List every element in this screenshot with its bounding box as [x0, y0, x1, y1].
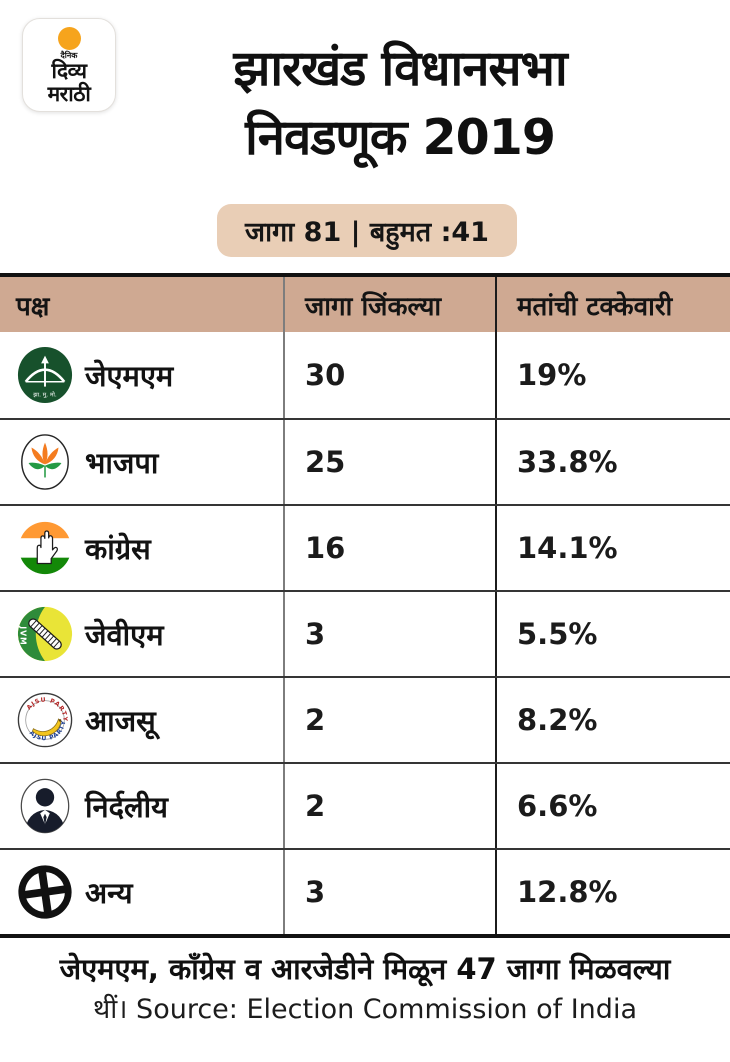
seats-majority-badge: जागा 81 | बहुमत :41 [217, 204, 517, 257]
table-header-row: पक्ष जागा जिंकल्या मतांची टक्केवारी [0, 277, 730, 332]
party-name: निर्दलीय [85, 789, 168, 824]
seats-won: 3 [305, 875, 326, 909]
seats-won: 2 [305, 789, 326, 823]
title-line2: निवडणूक 2019 [245, 109, 556, 166]
vote-share: 5.5% [517, 617, 598, 651]
column-header-vote-share: मतांची टक्केवारी [495, 277, 730, 332]
footer: जेएमएम, काँग्रेस व आरजेडीने मिळून 47 जाग… [0, 948, 730, 1030]
seats-won: 30 [305, 358, 346, 392]
svg-text:JVM: JVM [18, 625, 27, 645]
independent-person-icon [16, 777, 74, 835]
title-line1: झारखंड विधानसभा [233, 40, 567, 97]
party-name: जेवीएम [85, 617, 164, 652]
table-row: भाजपा 25 33.8% [0, 418, 730, 504]
vote-share: 33.8% [517, 445, 618, 479]
column-header-seats: जागा जिंकल्या [283, 277, 495, 332]
footer-note: जेएमएम, काँग्रेस व आरजेडीने मिळून 47 जाग… [59, 952, 671, 986]
seats-won: 2 [305, 703, 326, 737]
logo-name-line1: दिव्य [51, 59, 87, 83]
seats-won: 25 [305, 445, 346, 479]
table-row: निर्दलीय 2 6.6% [0, 762, 730, 848]
table-row: झा. मु. मो. जेएमएम 30 19% [0, 332, 730, 418]
sun-icon [57, 27, 81, 50]
bjp-lotus-icon [16, 433, 74, 491]
footer-source: थीं। Source: Election Commission of Indi… [93, 994, 637, 1025]
results-table: पक्ष जागा जिंकल्या मतांची टक्केवारी झा. … [0, 273, 730, 938]
column-header-party: पक्ष [16, 291, 50, 322]
vote-share: 6.6% [517, 789, 598, 823]
divya-marathi-logo: दैनिक दिव्य मराठी [22, 18, 116, 112]
svg-text:झा. मु. मो.: झा. मु. मो. [33, 390, 57, 398]
table-row: अन्य 3 12.8% [0, 848, 730, 934]
seats-won: 16 [305, 531, 346, 565]
page-title: झारखंड विधानसभा निवडणूक 2019 [90, 34, 710, 172]
vote-share: 12.8% [517, 875, 618, 909]
party-name: आजसू [85, 703, 156, 738]
vote-share: 19% [517, 358, 587, 392]
logo-name-line2: मराठी [47, 82, 91, 106]
party-name: कांग्रेस [85, 531, 151, 566]
party-name: भाजपा [85, 445, 159, 480]
others-crossed-circle-icon [16, 863, 74, 921]
ajsu-banana-icon: AJSU PARTY AJSU PARTY [16, 691, 74, 749]
table-row: AJSU PARTY AJSU PARTY आजसू 2 8.2% [0, 676, 730, 762]
jmm-bow-arrow-icon: झा. मु. मो. [16, 346, 74, 404]
party-name: अन्य [85, 875, 133, 910]
jvm-comb-icon: JVM [16, 605, 74, 663]
party-name: जेएमएम [85, 358, 174, 393]
logo-top-word: दैनिक [60, 51, 78, 60]
table-row: JVM जेवीएम [0, 590, 730, 676]
vote-share: 14.1% [517, 531, 618, 565]
congress-hand-icon [16, 519, 74, 577]
seats-won: 3 [305, 617, 326, 651]
vote-share: 8.2% [517, 703, 598, 737]
table-row: कांग्रेस 16 14.1% [0, 504, 730, 590]
